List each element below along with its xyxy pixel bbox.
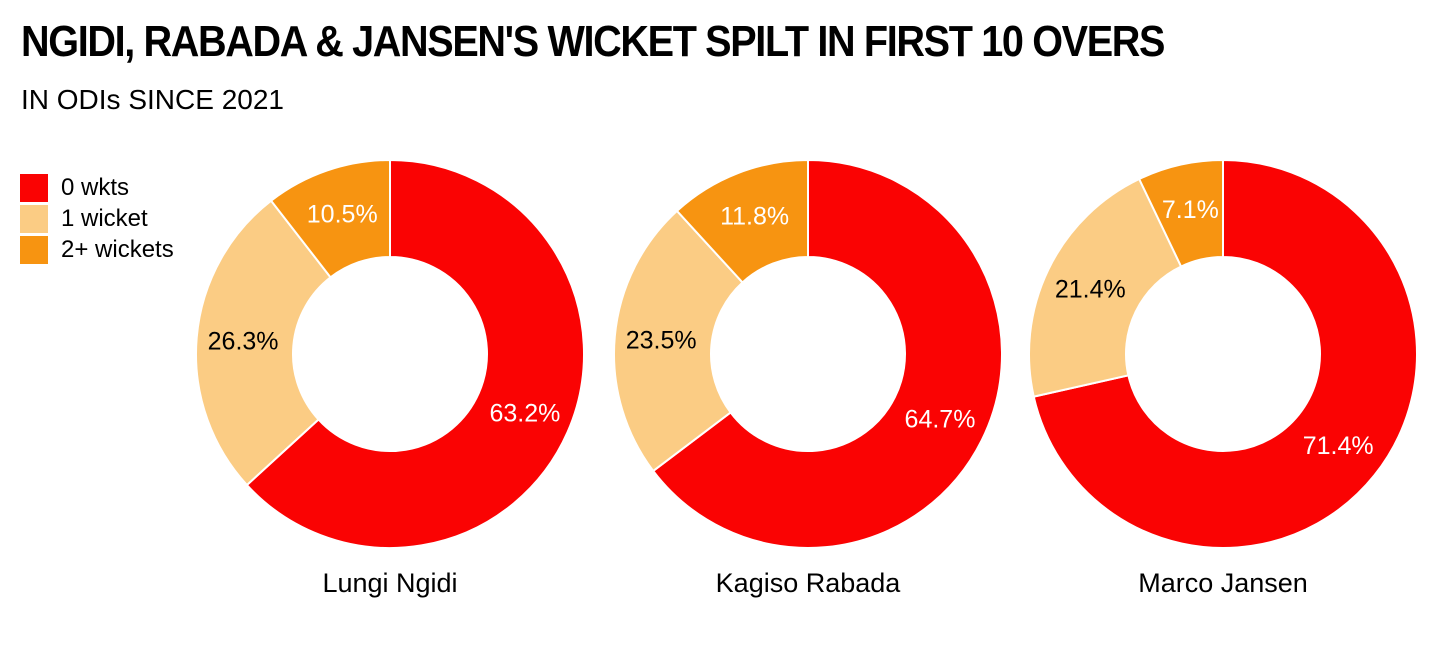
slice-data-label: 71.4% xyxy=(1303,432,1374,460)
legend-item-2plus-wickets: 2+ wickets xyxy=(20,236,174,264)
chart-title-marco-jansen: Marco Jansen xyxy=(1138,568,1308,598)
page-subtitle: IN ODIs SINCE 2021 xyxy=(21,84,284,115)
legend-item-1-wicket: 1 wicket xyxy=(20,205,174,233)
donut-chart-marco-jansen: 71.4% 21.4% 7.1% xyxy=(1024,155,1422,553)
donut-svg: 63.2% 26.3% 10.5% xyxy=(195,158,585,549)
chart-title-lungi-ngidi: Lungi Ngidi xyxy=(322,568,458,598)
pie-slice-1-wicket xyxy=(195,199,332,487)
pie-slice-0-wkts xyxy=(1032,158,1418,549)
legend-label-0-wkts: 0 wkts xyxy=(61,174,130,201)
slice-data-label: 11.8% xyxy=(720,203,789,231)
slice-data-label: 26.3% xyxy=(208,328,279,356)
legend-swatch-1-wicket-icon xyxy=(20,205,48,233)
donut-svg: 71.4% 21.4% 7.1% xyxy=(1028,158,1418,549)
slice-data-label: 64.7% xyxy=(905,406,976,434)
slice-data-label: 63.2% xyxy=(489,399,560,427)
pie-slice-0-wkts xyxy=(245,158,585,549)
slice-data-label: 23.5% xyxy=(626,327,697,355)
pie-slice-1-wicket xyxy=(613,209,744,473)
pie-slice-2-wickets xyxy=(675,158,809,284)
chart-title-kagiso-rabada: Kagiso Rabada xyxy=(715,568,901,598)
slice-data-label: 21.4% xyxy=(1055,276,1126,304)
legend-label-1-wicket: 1 wicket xyxy=(61,205,148,232)
pie-slice-2-wickets xyxy=(1137,158,1224,268)
slice-data-label: 7.1% xyxy=(1162,196,1219,224)
pie-slice-1-wicket xyxy=(1028,177,1183,398)
page-title: NGIDI, RABADA & JANSEN'S WICKET SPILT IN… xyxy=(21,17,1165,66)
legend-label-2plus-wickets: 2+ wickets xyxy=(61,236,174,263)
pie-slice-2-wickets xyxy=(269,158,391,279)
slice-data-label: 10.5% xyxy=(307,201,378,229)
legend-swatch-2plus-wickets-icon xyxy=(20,236,48,264)
pie-slice-0-wkts xyxy=(651,158,1003,549)
legend-item-0-wkts: 0 wkts xyxy=(20,174,174,202)
donut-svg: 64.7% 23.5% 11.8% xyxy=(613,158,1003,549)
donut-chart-lungi-ngidi: 63.2% 26.3% 10.5% xyxy=(191,155,589,553)
legend-swatch-0-wkts-icon xyxy=(20,174,48,202)
donut-chart-kagiso-rabada: 64.7% 23.5% 11.8% xyxy=(609,155,1007,553)
legend: 0 wkts 1 wicket 2+ wickets xyxy=(20,174,174,264)
